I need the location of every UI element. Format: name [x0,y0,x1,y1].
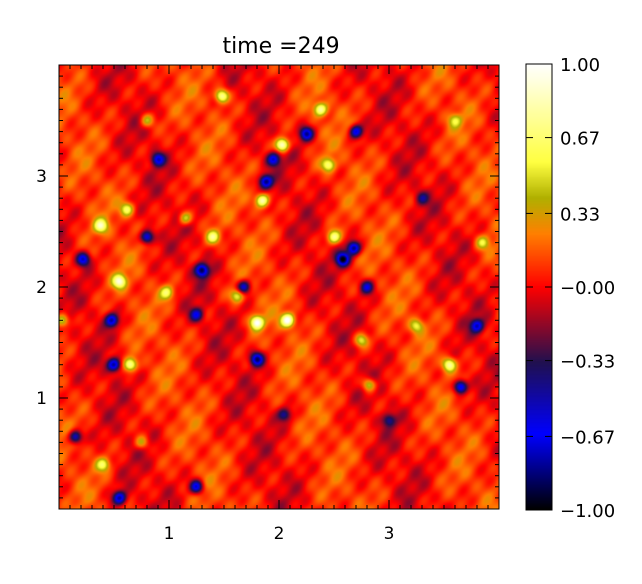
colorbar-tick-label: −0.33 [560,352,615,373]
colorbar-tick-label: −0.67 [560,427,615,448]
plot-area: 1 2 3 1 2 3 [36,64,500,544]
y-tick-label: 2 [36,278,47,298]
x-tick-label: 3 [384,524,395,544]
y-axis-ticks: 1 2 3 [36,167,499,409]
colorbar-tick-label: −0.00 [560,278,615,299]
colorbar-tick-label: 0.33 [560,204,600,225]
chart-title: time =249 [222,34,339,59]
y-tick-label: 3 [36,167,47,187]
colorbar-ticks: 1.00 0.67 0.33 −0.00 −0.33 −0.67 −1.00 [526,55,615,522]
minor-ticks [59,65,499,509]
colorbar-tick-label: 1.00 [560,55,600,76]
x-tick-label: 1 [164,524,175,544]
colorbar-tick-label: −1.00 [560,501,615,522]
x-axis-ticks: 1 2 3 [164,65,395,544]
colorbar: 1.00 0.67 0.33 −0.00 −0.33 −0.67 −1.00 [525,55,615,522]
y-tick-label: 1 [36,389,47,409]
x-tick-label: 2 [274,524,285,544]
heatmap-image [59,65,499,509]
colorbar-tick-label: 0.67 [560,129,600,150]
